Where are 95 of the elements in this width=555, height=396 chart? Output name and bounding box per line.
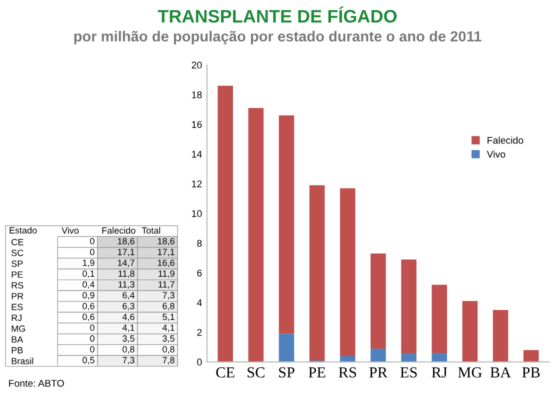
data-label: 17,1	[158, 248, 174, 256]
x-tick-label: PE	[308, 367, 326, 378]
data-label: 6,4	[122, 292, 135, 300]
data-label: 0,6	[82, 314, 94, 322]
data-label: 0,6	[82, 302, 94, 310]
data-label: 1,9	[82, 260, 94, 268]
y-tick-label: SC	[12, 250, 24, 256]
data-label: 0	[90, 324, 94, 331]
data-label: 18,6	[158, 238, 174, 246]
y-tick-label: 12	[192, 180, 202, 188]
bar	[523, 350, 539, 362]
y-tick-label: PR	[12, 293, 24, 300]
bar	[248, 108, 264, 362]
data-label: 0	[90, 248, 94, 256]
y-tick-label: SP	[12, 260, 23, 267]
data-label: 18,6	[118, 238, 134, 246]
data-label: 0,8	[122, 346, 134, 354]
legend-label: Vivo	[486, 150, 506, 158]
legend-label: Falecido	[488, 136, 524, 144]
x-tick-label: MG	[458, 367, 482, 378]
bar	[340, 356, 356, 362]
data-label: 11,3	[118, 281, 134, 289]
chart-title: TRANSPLANTE DE FÍGADO	[158, 6, 397, 23]
y-tick-label: 20	[192, 62, 202, 69]
data-label: 17,1	[118, 248, 134, 256]
x-tick-label: Total	[142, 227, 160, 234]
x-tick-label: PR	[369, 367, 388, 378]
data-label: 0,5	[82, 356, 94, 364]
data-label: 0,9	[82, 292, 94, 300]
bar	[370, 348, 386, 362]
x-tick-label: RJ	[432, 367, 448, 378]
y-tick-label: RJ	[12, 314, 22, 321]
data-label: 7,3	[122, 356, 134, 364]
bar	[218, 86, 234, 362]
x-tick-label: SC	[248, 367, 264, 378]
y-tick-label: PB	[12, 347, 23, 354]
data-label: 0,4	[82, 281, 95, 289]
y-tick-label: 6	[197, 270, 202, 276]
y-tick-label: ES	[12, 304, 23, 310]
bar	[401, 353, 416, 362]
data-label: 0,1	[82, 270, 94, 278]
data-label: 0,8	[162, 346, 174, 354]
y-tick-label: 16	[192, 121, 202, 128]
bar	[370, 254, 386, 349]
bar	[401, 259, 416, 354]
x-tick-label: PB	[522, 367, 540, 378]
data-label: 11,7	[158, 281, 174, 289]
y-tick-label: Brasil	[12, 358, 34, 364]
bar	[278, 115, 294, 334]
y-tick-label: 8	[197, 240, 202, 247]
x-tick-label: CE	[216, 367, 234, 378]
y-tick-label: 4	[196, 299, 202, 306]
source-note: Fonte: ABTO	[9, 380, 64, 387]
y-tick-label: PE	[12, 271, 23, 278]
bar	[432, 284, 448, 354]
data-label: 6,8	[162, 302, 174, 310]
data-label: 7,8	[162, 356, 174, 364]
x-tick-label: SP	[279, 367, 294, 378]
data-label: 16,6	[158, 260, 174, 268]
x-tick-label: BA	[490, 367, 512, 378]
y-tick-label: CE	[12, 238, 24, 246]
data-label: 6,3	[122, 302, 134, 310]
bar	[462, 301, 478, 362]
x-tick-label: ES	[400, 367, 417, 378]
data-label: 0	[90, 346, 94, 353]
bar	[340, 188, 356, 356]
data-label: 4,1	[162, 324, 174, 332]
data-label: 11,8	[118, 270, 134, 278]
bar	[492, 310, 508, 362]
x-tick-label: Falecido	[102, 227, 136, 234]
data-label: 4,6	[122, 314, 134, 322]
y-tick-label: 18	[192, 91, 202, 98]
y-axis-title: Estado	[10, 226, 37, 234]
data-label: 5,1	[162, 314, 174, 322]
y-tick-label: 14	[192, 150, 202, 158]
y-tick-label: MG	[12, 325, 25, 332]
x-tick-label: RS	[338, 367, 356, 378]
data-label: 0	[90, 238, 94, 244]
data-label: 14,7	[118, 260, 134, 268]
y-tick-label: 10	[192, 210, 202, 218]
data-label: 3,5	[162, 335, 174, 343]
y-tick-label: 0	[197, 358, 202, 366]
data-label: 7,3	[162, 292, 174, 300]
bar	[432, 353, 448, 362]
chart-subtitle: por milhão de população por estado durante o ano de 2011	[74, 30, 482, 44]
y-tick-label: RS	[12, 282, 24, 289]
data-label: 11,9	[158, 270, 174, 278]
bar	[278, 334, 294, 362]
x-tick-label: Vivo	[62, 227, 79, 234]
data-label: 0	[90, 335, 94, 342]
data-label: 3,5	[122, 335, 134, 343]
y-tick-label: 2	[197, 328, 202, 336]
bar	[309, 185, 325, 360]
data-label: 4,1	[122, 324, 134, 332]
y-tick-label: BA	[12, 336, 24, 343]
